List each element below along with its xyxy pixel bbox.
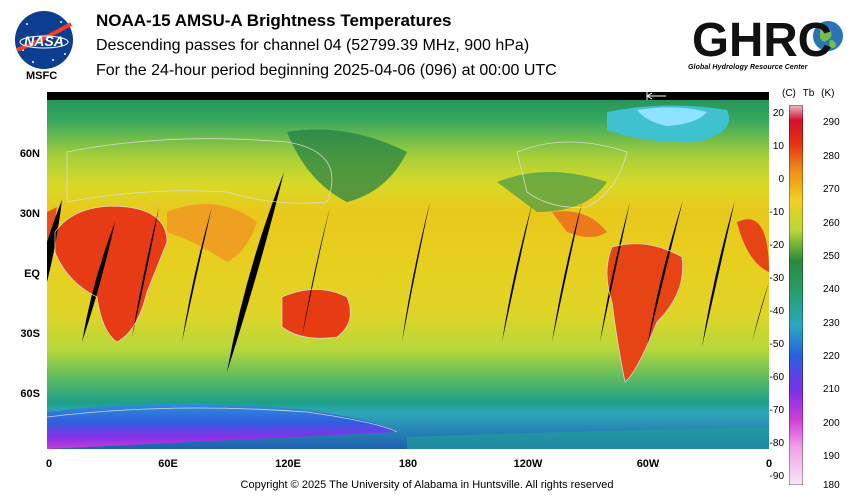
lon-label-60w: 60W [636, 458, 660, 470]
msfc-label: MSFC [26, 70, 58, 82]
colorbar-header-tb: Tb [802, 88, 815, 99]
page-title: NOAA-15 AMSU-A Brightness Temperatures [96, 11, 452, 30]
celsius-tick: -10 [769, 207, 784, 218]
lon-label-0-right: 0 [765, 458, 773, 470]
colorbar [789, 105, 803, 485]
arrow-icon [646, 92, 666, 100]
celsius-tick: -70 [769, 405, 784, 416]
kelvin-tick: 270 [823, 184, 840, 195]
lat-label-30n: 30N [19, 208, 40, 220]
lon-label-120w: 120W [513, 458, 543, 470]
kelvin-tick: 230 [823, 318, 840, 329]
ghrc-logo-text: GHRC [692, 14, 832, 67]
kelvin-tick: 240 [823, 284, 840, 295]
page-subtitle: Descending passes for channel 04 (52799.… [96, 37, 530, 54]
kelvin-tick: 220 [823, 351, 840, 362]
lon-label-60e: 60E [158, 458, 178, 470]
copyright-text: Copyright © 2025 The University of Alaba… [240, 479, 614, 491]
ghrc-subtitle: Global Hydrology Resource Center [688, 64, 808, 71]
orbit-gaps [47, 172, 769, 372]
colorbar-header: (C) Tb (K) [782, 88, 834, 99]
celsius-tick: 20 [772, 108, 784, 119]
lat-label-60s: 60S [20, 388, 40, 400]
lat-label-30s: 30S [20, 328, 40, 340]
lon-label-120e: 120E [275, 458, 301, 470]
coastlines [47, 138, 684, 433]
lat-label-60n: 60N [19, 148, 40, 160]
celsius-tick: 10 [772, 141, 784, 152]
south-america-warm-region [607, 243, 683, 382]
lon-label-180: 180 [398, 458, 418, 470]
celsius-tick: -90 [769, 471, 784, 482]
nasa-logo: NASA [15, 11, 73, 69]
celsius-tick: -40 [769, 306, 784, 317]
celsius-tick: 0 [778, 174, 784, 185]
kelvin-tick: 280 [823, 151, 840, 162]
lat-label-eq: EQ [24, 268, 40, 280]
colorbar-header-celsius: (C) [782, 88, 796, 99]
kelvin-tick: 180 [823, 480, 840, 491]
kelvin-tick: 210 [823, 384, 840, 395]
kelvin-tick: 250 [823, 251, 840, 262]
brightness-temperature-map [47, 92, 769, 449]
kelvin-tick: 260 [823, 218, 840, 229]
celsius-tick: -80 [769, 438, 784, 449]
africa-warm-region [55, 206, 167, 342]
kelvin-tick: 290 [823, 117, 840, 128]
lon-label-0-left: 0 [45, 458, 53, 470]
polar-no-data-band [47, 92, 769, 100]
ghrc-logo: GHRC [692, 14, 843, 67]
colorbar-header-kelvin: (K) [821, 88, 835, 99]
antarctica-cold-region [47, 403, 397, 449]
celsius-tick: -50 [769, 339, 784, 350]
celsius-tick: -30 [769, 273, 784, 284]
period-label: For the 24-hour period beginning 2025-04… [96, 62, 557, 79]
kelvin-tick: 200 [823, 418, 840, 429]
nasa-logo-text: NASA [24, 33, 64, 49]
celsius-tick: -60 [769, 372, 784, 383]
kelvin-tick: 190 [823, 451, 840, 462]
australia-warm-region [282, 289, 351, 339]
celsius-tick: -20 [769, 240, 784, 251]
